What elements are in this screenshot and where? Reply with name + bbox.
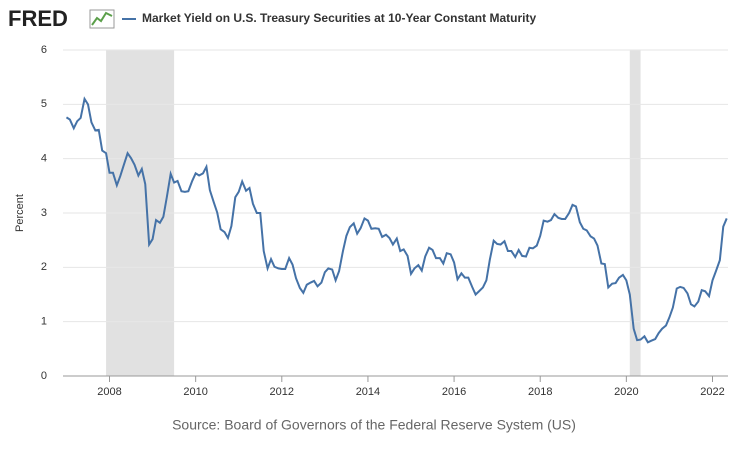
x-tick-label: 2016 xyxy=(442,386,466,398)
x-tick-label: 2022 xyxy=(700,386,724,398)
y-tick-label: 1 xyxy=(41,316,47,328)
logo: FRED xyxy=(8,6,68,31)
logo-icon xyxy=(91,11,113,26)
x-tick-label: 2010 xyxy=(183,386,207,398)
source: Source: Board of Governors of the Federa… xyxy=(172,417,576,433)
series-line xyxy=(65,96,728,344)
y-axis-label: Percent xyxy=(14,194,26,232)
y-tick-label: 2 xyxy=(41,261,47,273)
x-tick-label: 2012 xyxy=(270,386,294,398)
x-tick-label: 2018 xyxy=(528,386,552,398)
y-tick-label: 5 xyxy=(41,98,47,110)
logo-icon-frame xyxy=(89,9,115,29)
legend-label: Market Yield on U.S. Treasury Securities… xyxy=(142,11,536,25)
y-tick-label: 4 xyxy=(41,153,47,165)
y-tick-label: 0 xyxy=(41,370,47,382)
y-tick-label: 3 xyxy=(41,207,47,219)
x-tick-label: 2008 xyxy=(97,386,121,398)
x-tick-label: 2014 xyxy=(356,386,380,398)
x-tick-label: 2020 xyxy=(614,386,638,398)
y-tick-label: 6 xyxy=(41,44,47,56)
